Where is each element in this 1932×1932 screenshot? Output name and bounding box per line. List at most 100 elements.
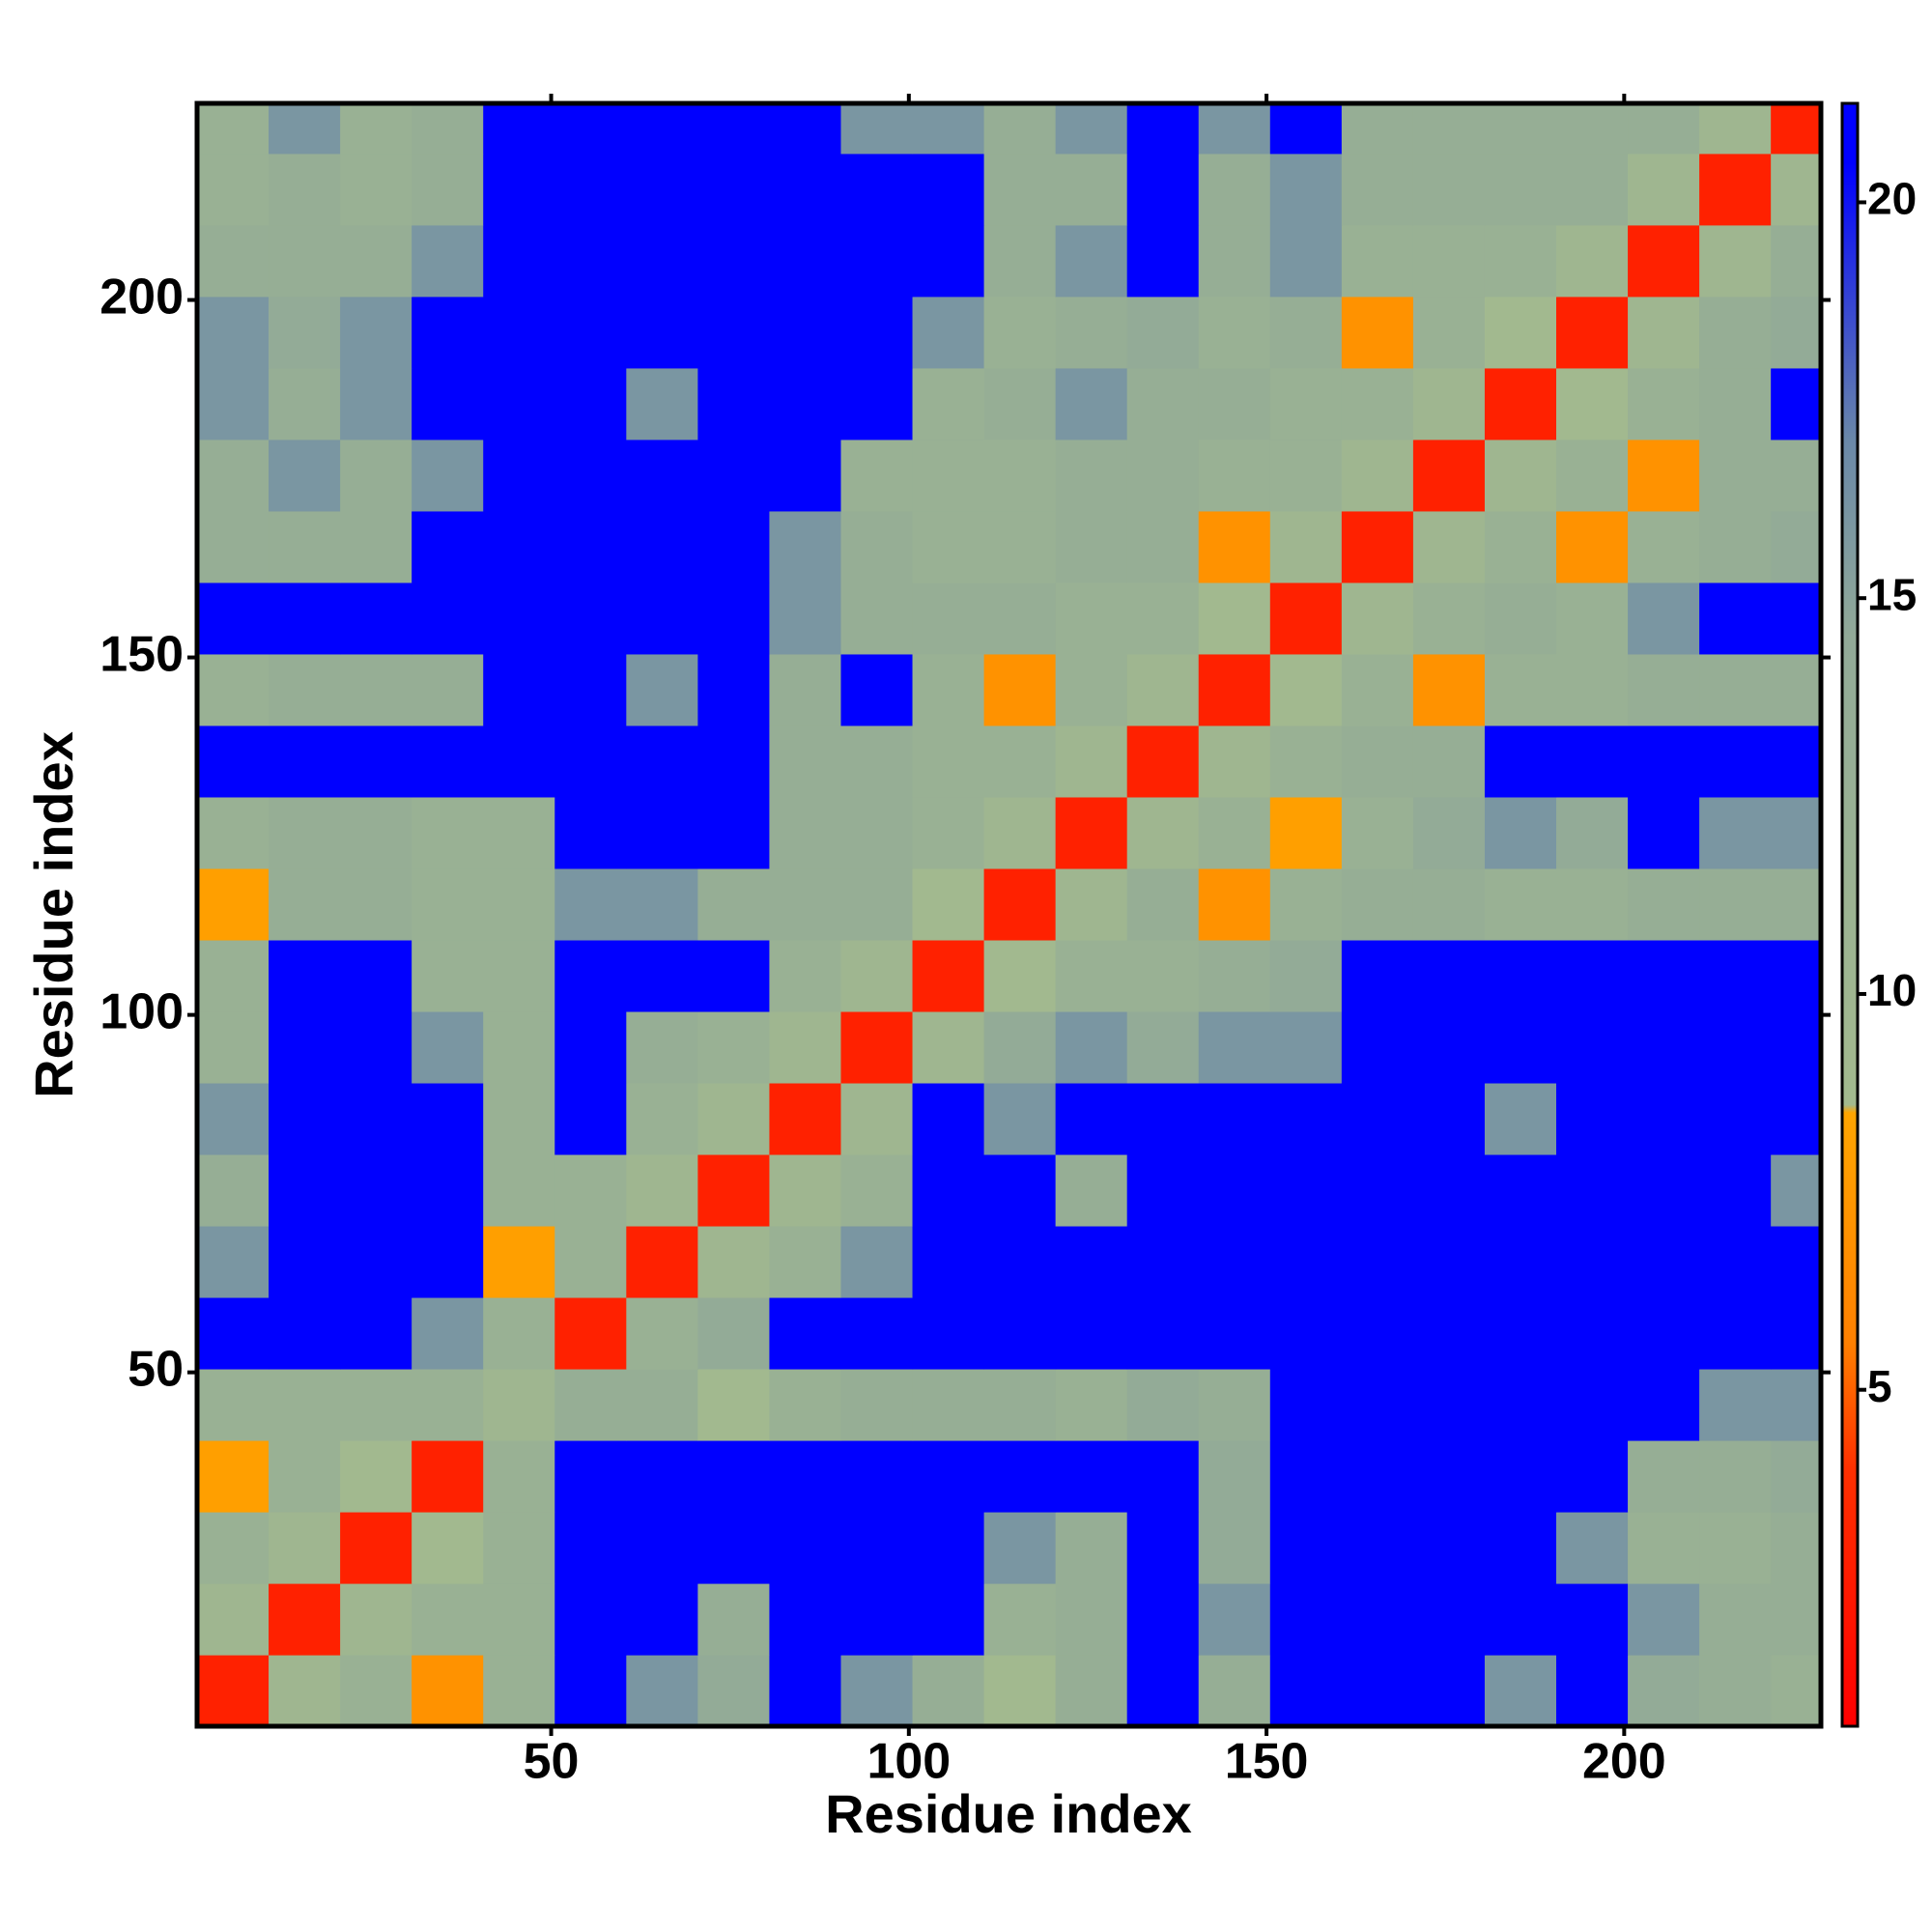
heat-cell <box>697 103 771 155</box>
heat-cell <box>1198 1010 1271 1084</box>
heat-cell <box>269 653 341 726</box>
heat-cell <box>412 367 484 440</box>
heat-cell <box>626 1439 698 1513</box>
heat-cell <box>1341 367 1414 440</box>
heat-cell <box>1699 1439 1772 1513</box>
heat-cell <box>412 1582 484 1656</box>
heat-cell <box>983 510 1057 583</box>
heat-cell <box>697 939 771 1012</box>
heat-cell <box>1484 296 1557 369</box>
heat-cell <box>769 1153 842 1227</box>
heat-cell <box>1628 1225 1700 1298</box>
heat-cell <box>269 1225 341 1298</box>
heat-cell <box>1126 582 1200 655</box>
heat-cell <box>197 439 270 512</box>
heat-cell <box>1055 796 1128 869</box>
heat-cell <box>769 1582 842 1656</box>
heat-cell <box>483 103 555 155</box>
heat-cell <box>483 867 555 941</box>
heat-cell <box>840 1153 914 1227</box>
heat-cell <box>1771 1225 1821 1298</box>
heat-cell <box>626 153 698 226</box>
heat-cell <box>1699 653 1772 726</box>
x-tick-label: 50 <box>524 1734 580 1790</box>
heat-cell <box>1628 1153 1700 1227</box>
heat-cell <box>1771 1654 1821 1726</box>
heat-cell <box>697 439 771 512</box>
heat-cell <box>626 867 698 941</box>
heat-cell <box>1126 153 1200 226</box>
heat-cell <box>769 153 842 226</box>
heat-cell <box>340 1225 412 1298</box>
heat-cell <box>554 939 627 1012</box>
heat-cell <box>1198 1511 1271 1584</box>
heat-cell <box>269 1511 341 1584</box>
heat-cell <box>340 153 412 226</box>
heat-cell <box>340 103 412 155</box>
heat-cell <box>983 153 1057 226</box>
heat-cell <box>1269 224 1343 298</box>
heat-cell <box>840 367 914 440</box>
heat-cell <box>1412 510 1486 583</box>
heat-cell <box>697 367 771 440</box>
heat-cell <box>1771 439 1821 512</box>
heat-cell <box>626 296 698 369</box>
heat-cell <box>554 224 627 298</box>
heat-cell <box>197 1368 270 1441</box>
heat-cell <box>840 1296 914 1370</box>
heat-cell <box>840 1582 914 1656</box>
heat-cell <box>340 1368 412 1441</box>
heat-cell <box>1412 1439 1486 1513</box>
heat-cell <box>1269 103 1343 155</box>
heat-cell <box>340 1654 412 1726</box>
heat-cell <box>340 939 412 1012</box>
heat-cell <box>912 1296 985 1370</box>
heat-cell <box>626 1225 698 1298</box>
heat-cell <box>912 1010 985 1084</box>
heat-cell <box>1556 1511 1629 1584</box>
heat-cell <box>983 867 1057 941</box>
heat-cell <box>1198 103 1271 155</box>
heat-cell <box>1484 1511 1557 1584</box>
heat-cell <box>1198 653 1271 726</box>
heat-cell <box>1055 724 1128 798</box>
heat-cell <box>912 103 985 155</box>
heat-cell <box>983 224 1057 298</box>
heat-cell <box>1126 1439 1200 1513</box>
heat-cell <box>340 1010 412 1084</box>
heat-cell <box>1055 939 1128 1012</box>
heat-cell <box>269 582 341 655</box>
heat-cell <box>1484 153 1557 226</box>
heat-cell <box>769 1654 842 1726</box>
heat-cell <box>1771 1153 1821 1227</box>
heat-cell <box>412 1010 484 1084</box>
heat-cell <box>1341 296 1414 369</box>
heat-cell <box>1628 296 1700 369</box>
heat-cell <box>1628 1439 1700 1513</box>
heat-cell <box>1484 1153 1557 1227</box>
heat-cell <box>840 724 914 798</box>
heat-cell <box>1484 103 1557 155</box>
heat-cell <box>483 510 555 583</box>
heat-cell <box>197 224 270 298</box>
heat-cell <box>626 796 698 869</box>
heat-cell <box>912 510 985 583</box>
heat-cell <box>1198 153 1271 226</box>
heat-cell <box>1628 867 1700 941</box>
heat-cell <box>1055 1511 1128 1584</box>
heat-cell <box>1628 1582 1700 1656</box>
heat-cell <box>1771 1082 1821 1155</box>
x-tick-label: 100 <box>867 1734 951 1790</box>
heat-cell <box>1484 653 1557 726</box>
heat-cell <box>1198 439 1271 512</box>
heat-cell <box>626 1296 698 1370</box>
heat-cell <box>197 1654 270 1726</box>
heat-cell <box>1771 796 1821 869</box>
heat-cell <box>626 724 698 798</box>
heat-cell <box>269 1439 341 1513</box>
heat-cell <box>1341 1368 1414 1441</box>
heat-cell <box>1198 224 1271 298</box>
heat-cell <box>983 1082 1057 1155</box>
heat-cell <box>483 1582 555 1656</box>
heat-cell <box>1484 939 1557 1012</box>
